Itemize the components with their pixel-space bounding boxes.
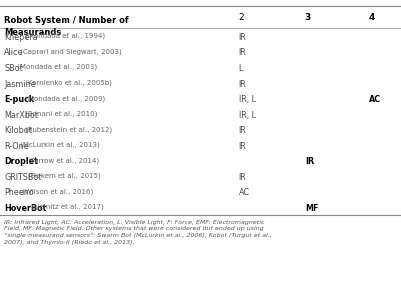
Text: IR: IR [239, 80, 246, 89]
Text: Khepera: Khepera [4, 33, 38, 42]
Text: IR: IR [239, 48, 246, 57]
Text: (McLurkin et al., 2013): (McLurkin et al., 2013) [18, 142, 99, 148]
Text: (Mondada et al., 2009): (Mondada et al., 2009) [23, 95, 105, 102]
Text: (Kornienko et al., 2005b): (Kornienko et al., 2005b) [23, 80, 112, 86]
Text: IR, L: IR, L [239, 95, 255, 104]
Text: R-One: R-One [4, 142, 28, 151]
Text: (Rubenstein et al., 2012): (Rubenstein et al., 2012) [23, 126, 112, 133]
Text: IR: IR [239, 126, 246, 135]
Text: E-puck: E-puck [4, 95, 34, 104]
Text: Robot System / Number of
Measurands: Robot System / Number of Measurands [4, 16, 129, 36]
Text: Pheeno: Pheeno [4, 188, 34, 197]
Text: 4: 4 [369, 13, 375, 22]
Text: Alice: Alice [4, 48, 24, 57]
Text: L: L [239, 64, 243, 73]
Text: IR: IR [305, 157, 314, 166]
Text: MarXbot: MarXbot [4, 111, 38, 120]
Text: 2: 2 [239, 13, 244, 22]
Text: (Mondada et al., 2003): (Mondada et al., 2003) [15, 64, 97, 71]
Text: (Nemitz et al., 2017): (Nemitz et al., 2017) [29, 204, 103, 210]
Text: (Wilson et al., 2016): (Wilson et al., 2016) [20, 188, 94, 195]
Text: (Caprari and Siegwart, 2003): (Caprari and Siegwart, 2003) [18, 48, 122, 55]
Text: IR: Infrared Light, AC: Acceleration, L: Visible Light, F: Force, EMF: Electroma: IR: Infrared Light, AC: Acceleration, L:… [4, 220, 272, 245]
Text: 3: 3 [305, 13, 311, 22]
Text: SBot: SBot [4, 64, 23, 73]
Text: (Mondada et al., 1994): (Mondada et al., 1994) [23, 33, 105, 39]
Text: Droplet: Droplet [4, 157, 38, 166]
Text: AC: AC [369, 95, 381, 104]
Text: MF: MF [305, 204, 318, 213]
Text: Kilobot: Kilobot [4, 126, 32, 135]
Text: HoverBot: HoverBot [4, 204, 47, 213]
Text: IR, L: IR, L [239, 111, 255, 120]
Text: GRITSBot: GRITSBot [4, 173, 42, 182]
Text: (Bonani et al., 2010): (Bonani et al., 2010) [23, 111, 97, 117]
Text: IR: IR [239, 142, 246, 151]
Text: (Farrow et al., 2014): (Farrow et al., 2014) [26, 157, 99, 164]
Text: IR: IR [239, 33, 246, 42]
Text: IR: IR [239, 173, 246, 182]
Text: (Pickem et al., 2015): (Pickem et al., 2015) [26, 173, 100, 179]
Text: Jasmine: Jasmine [4, 80, 36, 89]
Text: AC: AC [239, 188, 249, 197]
